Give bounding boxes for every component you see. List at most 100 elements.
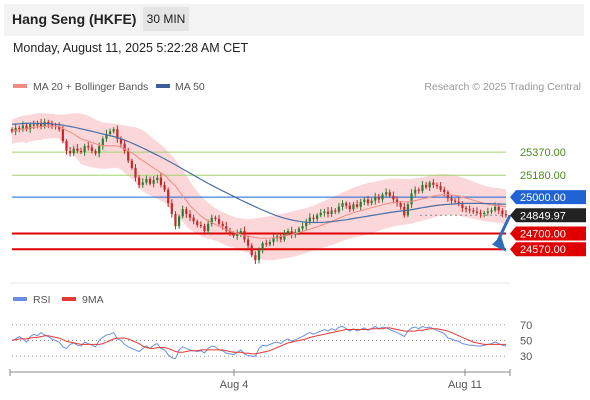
candle-body — [232, 233, 235, 236]
forecast-arrow-layer — [492, 214, 512, 252]
candle-body — [297, 228, 301, 233]
candle-body — [468, 209, 471, 211]
candle-body — [319, 212, 322, 216]
candle-body — [323, 211, 326, 213]
legend-rsi-label: RSI — [33, 294, 51, 306]
candle-body — [257, 250, 261, 261]
candle-body — [43, 121, 46, 127]
candle-body — [94, 150, 97, 154]
candle-body — [181, 209, 184, 217]
candle-body — [388, 192, 391, 196]
candle-body — [395, 199, 399, 204]
candle-body — [152, 180, 155, 184]
candle-body — [345, 203, 348, 206]
candle-body — [341, 203, 344, 207]
candle-body — [214, 217, 217, 219]
candle-body — [392, 195, 395, 200]
price-tags-layer: 25370.00 25180.00 25000.00 24849.97 24700.00… — [510, 147, 586, 257]
candle-body — [490, 210, 493, 212]
candle-body — [156, 177, 159, 181]
candle-body — [337, 206, 341, 212]
candle-body — [428, 182, 431, 188]
candle-body — [177, 216, 181, 227]
candle-body — [90, 147, 94, 151]
price-tag-label-pivot: 25000.00 — [520, 192, 566, 204]
candle-body — [98, 146, 101, 154]
candle-body — [308, 217, 311, 222]
rsi-series-0 — [11, 325, 507, 360]
candle-body — [377, 197, 380, 200]
candle-body — [159, 177, 163, 185]
candle-body — [355, 204, 359, 207]
forecast-arrow-shaft — [496, 214, 512, 242]
legend-rsi-ma-label: 9MA — [82, 294, 104, 306]
candle-body — [399, 203, 402, 207]
candle-body — [14, 127, 17, 132]
price-tag-label-resistance: 25180.00 — [520, 170, 566, 182]
candle-body — [432, 182, 435, 185]
candle-body — [65, 141, 68, 151]
candle-body — [504, 214, 508, 216]
candle-body — [265, 243, 268, 245]
candle-body — [39, 123, 43, 127]
candle-body — [334, 210, 337, 212]
candle-body — [472, 210, 475, 212]
candle-body — [424, 184, 428, 188]
candle-body — [174, 214, 177, 227]
candle-body — [61, 129, 64, 142]
candle-body — [461, 204, 464, 208]
candle-body — [315, 215, 319, 219]
timeframe-button[interactable]: 30 MIN — [143, 7, 189, 31]
candle-body — [330, 210, 333, 215]
instrument-title: Hang Seng (HKFE) — [12, 11, 137, 27]
candle-body — [196, 221, 199, 225]
candle-body — [105, 133, 108, 139]
candle-body — [272, 238, 275, 242]
candle-body — [450, 198, 453, 201]
candle-body — [454, 200, 457, 202]
candle-body — [414, 189, 417, 194]
candle-body — [246, 239, 250, 246]
candle-body — [501, 210, 504, 215]
candle-body — [443, 189, 446, 193]
candle-body — [286, 231, 290, 234]
candle-body — [145, 178, 148, 183]
candle-body — [446, 192, 450, 199]
price-tag-support — [510, 242, 586, 257]
candle-body — [25, 125, 28, 130]
candle-body — [370, 200, 373, 204]
price-tag-support — [510, 226, 586, 241]
candle-body — [170, 203, 173, 215]
datetime-label: Monday, August 11, 2025 5:22:28 AM CET — [13, 41, 249, 55]
candle-body — [217, 218, 221, 224]
candle-body — [141, 182, 144, 185]
candle-body — [47, 121, 50, 125]
candle-body — [188, 214, 192, 218]
legend-ma50-label: MA 50 — [175, 81, 205, 93]
candle-body — [127, 150, 130, 161]
candle-body — [36, 123, 39, 126]
candle-body — [268, 241, 272, 245]
candle-body — [352, 204, 355, 210]
candle-body — [493, 206, 497, 211]
candle-body — [236, 233, 239, 236]
moving-average-layer — [11, 122, 507, 239]
candle-body — [148, 178, 152, 184]
candle-body — [50, 124, 54, 126]
candle-body — [279, 235, 282, 240]
forecast-arrow-head — [492, 235, 506, 252]
candle-body — [483, 212, 486, 215]
candle-body — [225, 226, 228, 232]
candle-body — [366, 199, 370, 204]
time-axis-label: Aug 4 — [220, 379, 249, 391]
candle-body — [199, 224, 203, 227]
candle-body — [348, 205, 351, 210]
candle-body — [374, 197, 377, 201]
candle-body — [203, 226, 206, 232]
candle-body — [305, 221, 308, 227]
legend-bollinger-label: MA 20 + Bollinger Bands — [33, 81, 148, 93]
bollinger-band-layer — [12, 113, 506, 261]
legend-rsi-ma-swatch — [62, 297, 76, 301]
candle-body — [363, 199, 366, 202]
